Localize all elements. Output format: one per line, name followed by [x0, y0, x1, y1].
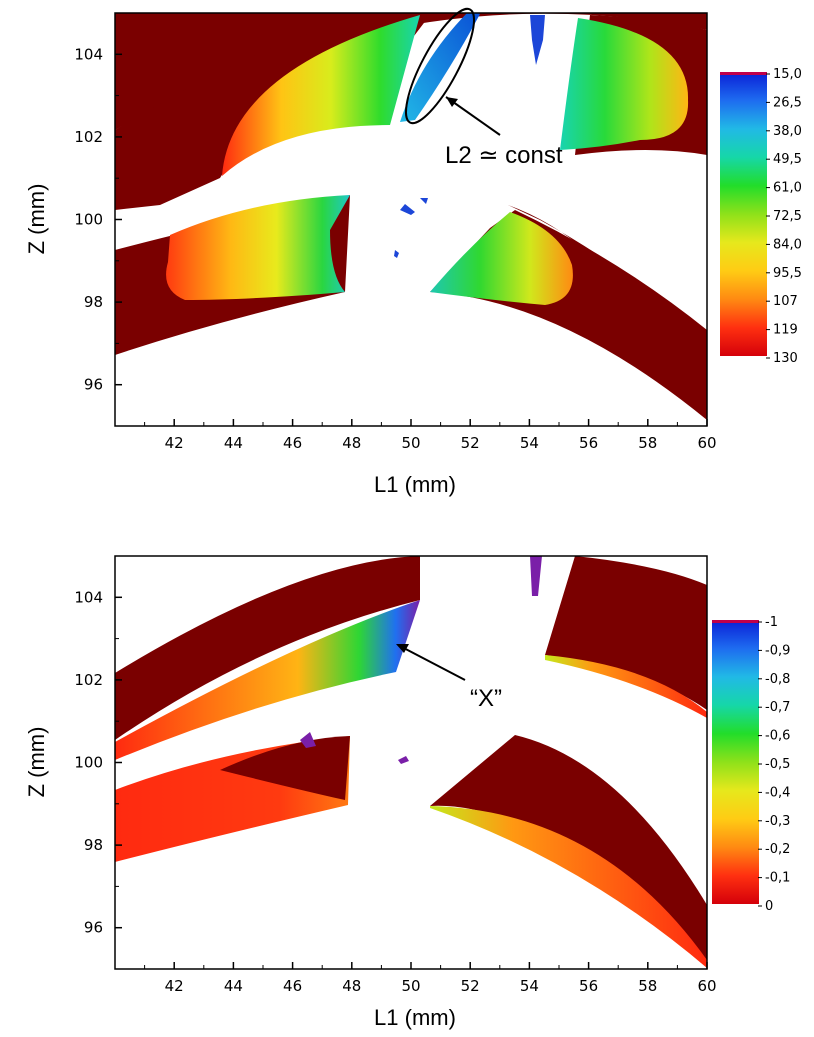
y-tick-label: 104 — [74, 45, 103, 63]
lower-upper-gradient — [115, 600, 420, 760]
colorbar-label: -0,3 — [765, 814, 790, 829]
x-tick-label: 42 — [165, 434, 184, 452]
top-annotation: L2 ≃ const — [445, 142, 563, 169]
top-xlabel: L1 (mm) — [374, 472, 456, 497]
lower-band-right-main — [430, 210, 707, 420]
y-tick-label: 100 — [74, 211, 103, 229]
bottom-colorbar-labels: -1 -0,9 -0,8 -0,7 -0,6 -0,5 -0,4 -0,3 -0,2 -0,1 0 — [758, 615, 790, 914]
colorbar-label: -0,7 — [765, 700, 790, 715]
x-tick-label: 56 — [579, 434, 598, 452]
x-tick-label: 54 — [520, 434, 539, 452]
y-tick-label: 102 — [74, 128, 103, 146]
x-tick-label: 58 — [638, 434, 657, 452]
top-blue-streak — [400, 13, 480, 122]
x-tick-label: 48 — [342, 434, 361, 452]
x-tick-label: 48 — [342, 977, 361, 995]
y-tick-label: 100 — [74, 754, 103, 772]
y-tick-label: 98 — [84, 293, 103, 311]
lower-lower-dark — [220, 736, 350, 800]
colorbar-label: 95,5 — [773, 266, 802, 281]
top-left-lobe — [222, 15, 420, 176]
bottom-colorbar-cap — [712, 620, 759, 623]
heatmap-regions — [115, 13, 707, 420]
colorbar-label: 0 — [765, 899, 773, 914]
x-tick-label: 60 — [697, 977, 716, 995]
bottom-left-lobe — [166, 195, 350, 300]
y-tick-label: 96 — [84, 919, 103, 937]
colorbar-label: 130 — [773, 351, 798, 366]
y-tick-label: 102 — [74, 671, 103, 689]
colorbar-label: -0,9 — [765, 643, 790, 658]
colorbar-label: 72,5 — [773, 209, 802, 224]
colorbar-label: 26,5 — [773, 95, 802, 110]
x-tick-label: 60 — [697, 434, 716, 452]
x-tick-label: 50 — [401, 977, 420, 995]
colorbar-label: -0,8 — [765, 672, 790, 687]
top-right-lobe — [560, 18, 689, 150]
top-colorbar-labels: 15,0 26,5 38,0 49,5 61,0 72,5 84,0 95,5 107 119 13… — [766, 67, 802, 366]
colorbar-label: 61,0 — [773, 181, 802, 196]
x-tick-label: 44 — [224, 434, 243, 452]
colorbar-label: -1 — [765, 615, 778, 630]
heatmap-regions-2 — [115, 556, 707, 968]
x-tick-label: 46 — [283, 434, 302, 452]
top-colorbar-cap — [720, 72, 767, 75]
colorbar-label: 84,0 — [773, 237, 802, 252]
colorbar-label: 38,0 — [773, 124, 802, 139]
x-tick-label: 52 — [461, 977, 480, 995]
x-tick-label: 50 — [401, 434, 420, 452]
colorbar-label: -0,4 — [765, 785, 790, 800]
top-annotation-arrow — [445, 96, 501, 136]
bottom-ylabel: Z (mm) — [24, 727, 49, 798]
colorbar-label: 107 — [773, 294, 798, 309]
ellipse-marker — [405, 7, 475, 125]
top-ticks: 42 44 46 48 50 52 54 56 58 60 96 98 100 102 104 — [74, 12, 717, 452]
upper-band — [115, 13, 707, 130]
bottom-arrowhead — [396, 644, 409, 653]
x-tick-label: 52 — [461, 434, 480, 452]
bottom-xlabel: L1 (mm) — [374, 1005, 456, 1030]
top-arrowhead — [446, 97, 458, 107]
y-tick-label: 104 — [74, 588, 103, 606]
lower-upper-band-right — [545, 556, 707, 710]
y-tick-label: 96 — [84, 376, 103, 394]
colorbar-label: -0,5 — [765, 757, 790, 772]
x-tick-label: 56 — [579, 977, 598, 995]
lower-right-thin — [545, 655, 707, 718]
bottom-annotation: “X” — [470, 685, 502, 712]
top-plot: 42 44 46 48 50 52 54 56 58 60 96 98 100 102 104 Z (mm)… — [24, 7, 802, 497]
colorbar-label: -0,1 — [765, 871, 790, 886]
bottom-ticks: 42 44 46 48 50 52 54 56 58 60 96 98 100 102 104 — [74, 555, 717, 995]
x-tick-label: 46 — [283, 977, 302, 995]
lower-upper-band — [115, 556, 420, 740]
y-tick-label: 98 — [84, 836, 103, 854]
colorbar-label: -0,6 — [765, 729, 790, 744]
lower-lower-right-gradient — [430, 806, 707, 968]
colorbar-label: -0,2 — [765, 842, 790, 857]
x-tick-label: 58 — [638, 977, 657, 995]
bottom-colorbar — [712, 620, 759, 904]
bottom-annotation-arrow — [397, 644, 466, 681]
x-tick-label: 44 — [224, 977, 243, 995]
bottom-plot: 42 44 46 48 50 52 54 56 58 60 96 98 100 102 104 Z (mm)… — [24, 555, 790, 1030]
colorbar-label: 49,5 — [773, 152, 802, 167]
x-tick-label: 54 — [520, 977, 539, 995]
x-tick-label: 42 — [165, 977, 184, 995]
top-ylabel: Z (mm) — [24, 184, 49, 255]
colorbar-label: 119 — [773, 323, 798, 338]
colorbar-label: 15,0 — [773, 67, 802, 82]
bottom-right-lobe — [430, 212, 573, 305]
top-colorbar — [720, 72, 767, 356]
